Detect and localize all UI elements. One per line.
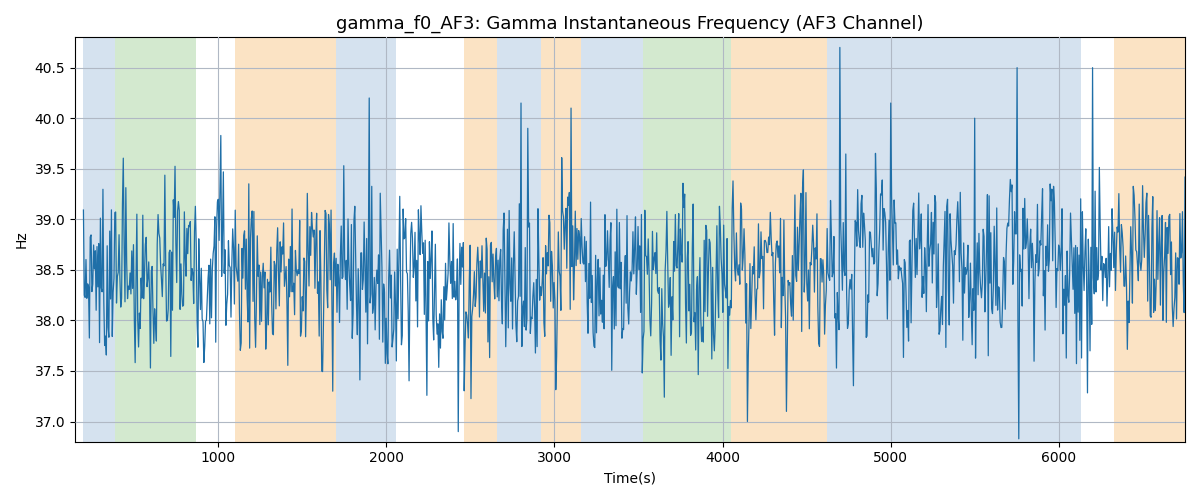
Bar <box>643 38 731 442</box>
Bar <box>115 38 196 442</box>
Bar <box>731 38 827 442</box>
Bar <box>541 38 581 442</box>
X-axis label: Time(s): Time(s) <box>604 471 656 485</box>
Bar <box>497 38 541 442</box>
Bar <box>235 38 336 442</box>
Y-axis label: Hz: Hz <box>14 230 29 248</box>
Bar <box>336 38 396 442</box>
Bar <box>1115 38 1186 442</box>
Title: gamma_f0_AF3: Gamma Instantaneous Frequency (AF3 Channel): gamma_f0_AF3: Gamma Instantaneous Freque… <box>336 15 924 34</box>
Bar <box>827 38 1081 442</box>
Bar <box>463 38 497 442</box>
Bar <box>84 38 115 442</box>
Bar <box>581 38 643 442</box>
